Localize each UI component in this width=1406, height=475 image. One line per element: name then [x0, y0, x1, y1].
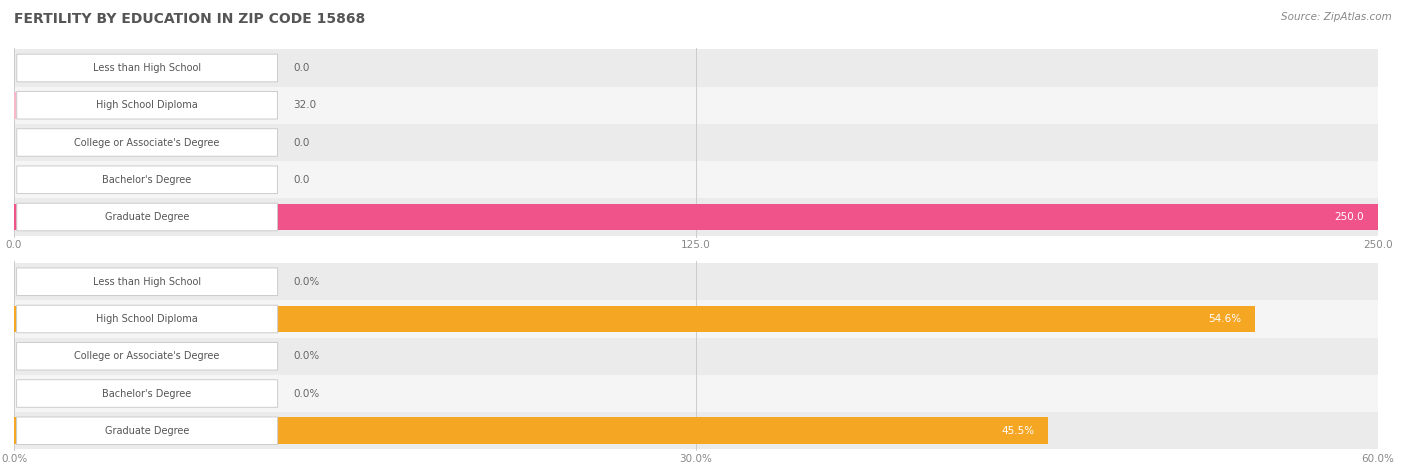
- Bar: [14, 263, 1378, 300]
- Text: High School Diploma: High School Diploma: [96, 100, 198, 110]
- FancyBboxPatch shape: [17, 268, 277, 295]
- FancyBboxPatch shape: [17, 380, 277, 407]
- Text: 45.5%: 45.5%: [1001, 426, 1035, 436]
- Text: Less than High School: Less than High School: [93, 63, 201, 73]
- Text: Bachelor's Degree: Bachelor's Degree: [103, 175, 191, 185]
- Bar: [14, 86, 1378, 124]
- Text: 0.0: 0.0: [294, 175, 309, 185]
- Text: Less than High School: Less than High School: [93, 277, 201, 287]
- Bar: [14, 300, 1378, 338]
- Text: High School Diploma: High School Diploma: [96, 314, 198, 324]
- FancyBboxPatch shape: [17, 305, 277, 333]
- Text: 0.0%: 0.0%: [294, 351, 321, 361]
- FancyBboxPatch shape: [17, 129, 277, 156]
- Text: 0.0%: 0.0%: [294, 389, 321, 399]
- Bar: [14, 199, 1378, 236]
- FancyBboxPatch shape: [17, 166, 277, 193]
- Text: 0.0: 0.0: [294, 63, 309, 73]
- Text: Graduate Degree: Graduate Degree: [105, 212, 190, 222]
- Bar: [14, 204, 1378, 230]
- Bar: [14, 375, 1378, 412]
- Text: Graduate Degree: Graduate Degree: [105, 426, 190, 436]
- Bar: [14, 161, 1378, 199]
- FancyBboxPatch shape: [17, 54, 277, 82]
- Text: 54.6%: 54.6%: [1208, 314, 1241, 324]
- Bar: [14, 418, 1049, 444]
- Text: 250.0: 250.0: [1334, 212, 1364, 222]
- Text: FERTILITY BY EDUCATION IN ZIP CODE 15868: FERTILITY BY EDUCATION IN ZIP CODE 15868: [14, 12, 366, 26]
- Bar: [14, 412, 1378, 449]
- Text: 32.0: 32.0: [294, 100, 316, 110]
- Bar: [14, 305, 1256, 332]
- FancyBboxPatch shape: [17, 417, 277, 445]
- Bar: [14, 92, 188, 119]
- Text: College or Associate's Degree: College or Associate's Degree: [75, 351, 219, 361]
- Text: Source: ZipAtlas.com: Source: ZipAtlas.com: [1281, 12, 1392, 22]
- FancyBboxPatch shape: [17, 203, 277, 231]
- Text: College or Associate's Degree: College or Associate's Degree: [75, 137, 219, 148]
- FancyBboxPatch shape: [17, 342, 277, 370]
- Text: 0.0: 0.0: [294, 137, 309, 148]
- Text: 0.0%: 0.0%: [294, 277, 321, 287]
- Bar: [14, 49, 1378, 86]
- FancyBboxPatch shape: [17, 92, 277, 119]
- Bar: [14, 124, 1378, 161]
- Bar: [14, 338, 1378, 375]
- Text: Bachelor's Degree: Bachelor's Degree: [103, 389, 191, 399]
